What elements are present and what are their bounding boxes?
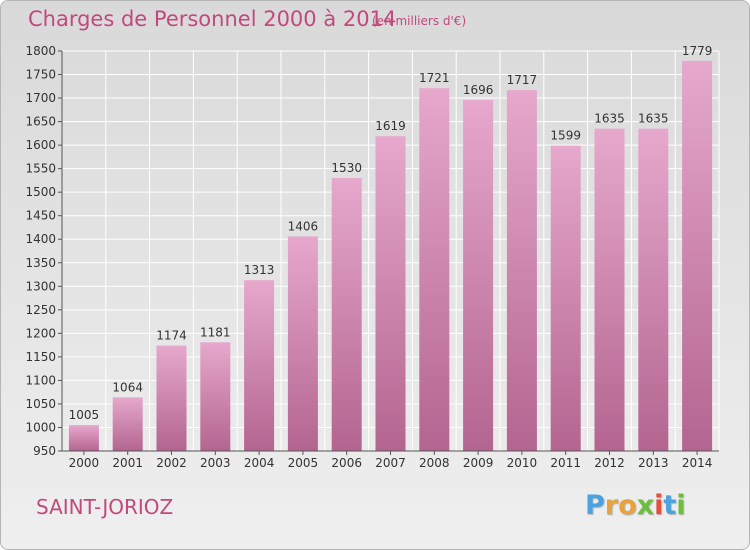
bar <box>331 178 362 451</box>
data-label: 1717 <box>507 73 538 87</box>
x-tick-label: 2001 <box>112 456 143 470</box>
logo-letter: o <box>618 490 637 521</box>
logo-letter: P <box>585 490 605 521</box>
y-tick-label: 1250 <box>25 303 56 317</box>
logo-letter: i <box>676 490 686 521</box>
y-tick-label: 1400 <box>25 232 56 246</box>
data-label: 1174 <box>156 329 187 343</box>
y-tick-label: 1650 <box>25 115 56 129</box>
bar <box>463 99 494 452</box>
bar <box>287 236 318 451</box>
bar <box>682 60 713 451</box>
logo-letter: x <box>636 490 655 521</box>
logo-letter: t <box>663 490 677 521</box>
bars <box>68 60 713 452</box>
data-label: 1005 <box>69 408 100 422</box>
data-label: 1181 <box>200 325 231 339</box>
x-tick-label: 2009 <box>463 456 494 470</box>
bar <box>244 280 275 451</box>
x-tick-label: 2011 <box>550 456 581 470</box>
y-tick-label: 1500 <box>25 185 56 199</box>
x-tick-label: 2000 <box>69 456 100 470</box>
y-tick-label: 1800 <box>25 44 56 58</box>
y-tick-label: 1200 <box>25 326 56 340</box>
y-tick-label: 1600 <box>25 138 56 152</box>
y-tick-label: 1300 <box>25 279 56 293</box>
x-tick-label: 2006 <box>331 456 362 470</box>
bar <box>112 397 143 451</box>
chart-title: Charges de Personnel 2000 à 2014 <box>28 7 397 31</box>
place-name: SAINT-JORIOZ <box>36 495 174 519</box>
data-label: 1696 <box>463 83 494 97</box>
data-label: 1779 <box>682 44 713 58</box>
bar <box>156 345 187 451</box>
y-tick-label: 950 <box>33 444 56 458</box>
y-tick-label: 1150 <box>25 350 56 364</box>
data-label: 1064 <box>112 380 143 394</box>
x-tick-label: 2014 <box>682 456 713 470</box>
y-tick-label: 1100 <box>25 373 56 387</box>
axes: 950 1000 1050 1100 1150 1200 1250 1300 1350 1400 1… <box>25 44 719 470</box>
data-label: 1635 <box>638 112 669 126</box>
x-tick-label: 2003 <box>200 456 231 470</box>
data-label: 1635 <box>594 112 625 126</box>
bar <box>68 425 99 451</box>
logo-letter: i <box>654 490 664 521</box>
data-label: 1721 <box>419 71 450 85</box>
bar <box>419 88 450 452</box>
x-tick-label: 2012 <box>594 456 625 470</box>
y-tick-label: 1450 <box>25 209 56 223</box>
bar <box>506 90 537 451</box>
data-label: 1619 <box>375 119 406 133</box>
bar <box>200 342 231 451</box>
bar <box>594 128 625 451</box>
y-tick-label: 1350 <box>25 256 56 270</box>
chart-subtitle: (en milliers d'€) <box>372 14 467 28</box>
x-tick-label: 2002 <box>156 456 187 470</box>
y-tick-label: 1000 <box>25 420 56 434</box>
data-label: 1406 <box>288 219 319 233</box>
y-tick-label: 1550 <box>25 162 56 176</box>
x-tick-label: 2005 <box>288 456 319 470</box>
x-tick-label: 2004 <box>244 456 275 470</box>
logo-letter: r <box>604 490 619 521</box>
proxiti-logo: Proxiti <box>585 490 686 521</box>
bar <box>550 145 581 451</box>
x-tick-label: 2013 <box>638 456 669 470</box>
y-tick-label: 1750 <box>25 68 56 82</box>
bar <box>375 136 406 452</box>
y-tick-label: 1700 <box>25 91 56 105</box>
data-label: 1530 <box>331 161 362 175</box>
y-tick-label: 1050 <box>25 397 56 411</box>
data-labels: 1005 1064 1174 1181 1313 1406 1530 1619 1721 1696… <box>69 44 713 422</box>
x-tick-label: 2007 <box>375 456 406 470</box>
data-label: 1313 <box>244 263 275 277</box>
bar <box>638 128 669 451</box>
data-label: 1599 <box>550 129 581 143</box>
x-tick-label: 2010 <box>507 456 538 470</box>
x-tick-label: 2008 <box>419 456 450 470</box>
